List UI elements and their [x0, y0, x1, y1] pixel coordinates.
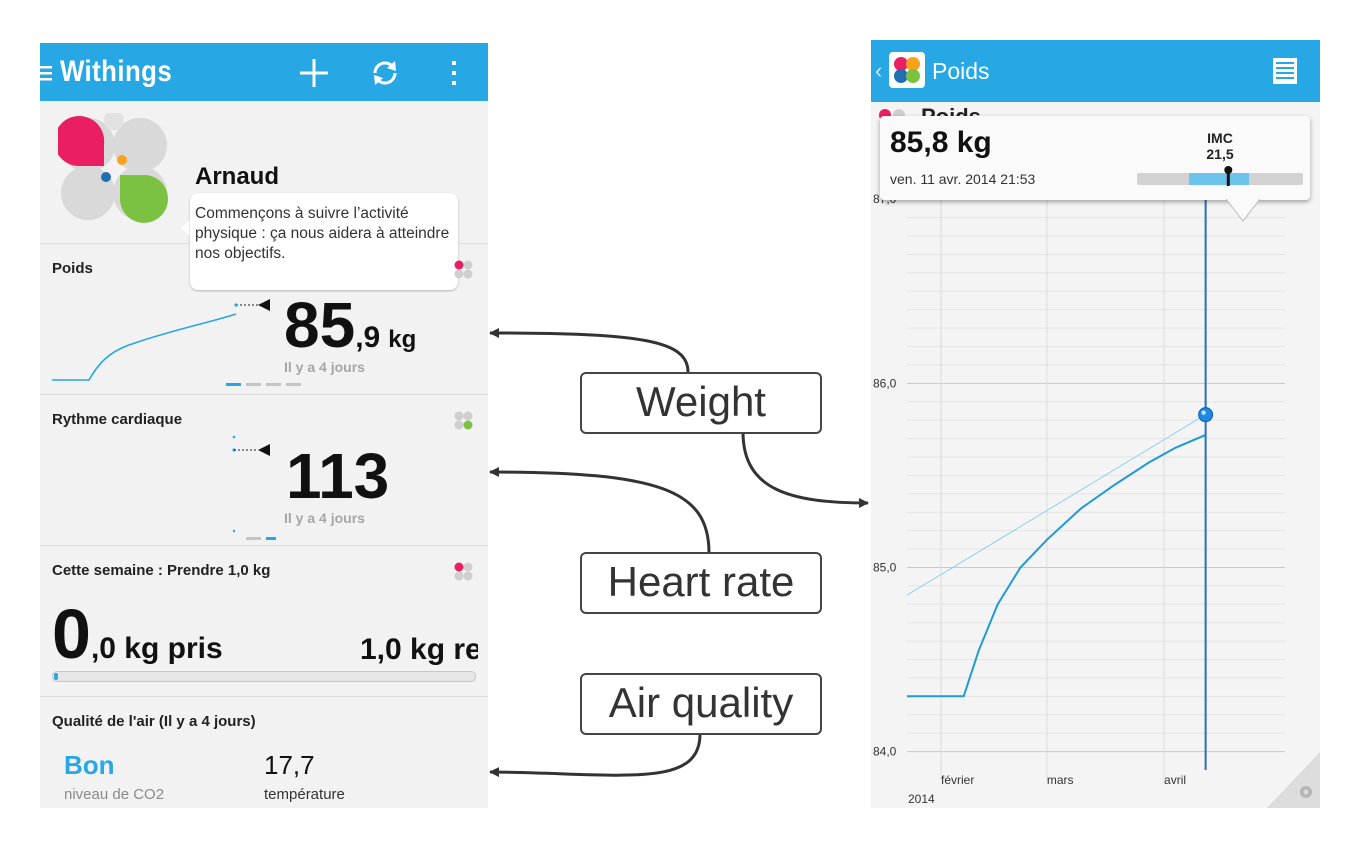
- selected-point-highlight: [1201, 410, 1206, 415]
- page-curl: [1267, 752, 1320, 808]
- tooltip-weight: 85,8 kg: [890, 126, 992, 159]
- card-title: Rythme cardiaque: [52, 411, 183, 428]
- air-quality-card[interactable]: Qualité de l'air (Il y a 4 jours): [40, 697, 488, 808]
- heart-rate-sparkline: [232, 435, 276, 540]
- imc-label: IMC: [1207, 130, 1233, 146]
- imc-marker-head: [1224, 166, 1233, 174]
- measurement-tooltip: 85,8 kg ven. 11 avr. 2014 21:53 IMC 21,5: [880, 116, 1310, 200]
- category-dots-icon: [454, 562, 473, 581]
- x-year-label: 2014: [908, 792, 935, 806]
- card-title: Poids: [52, 260, 93, 277]
- settings-gear-icon[interactable]: [1300, 786, 1312, 798]
- air-quality-callout: Air quality: [580, 673, 822, 735]
- list-view-icon[interactable]: [1273, 58, 1297, 84]
- weight-value: 85,9 kg: [284, 289, 417, 361]
- y-tick-label: 86,0: [873, 376, 897, 390]
- y-tick-label: 84,0: [873, 745, 897, 759]
- imc-value: 21,5: [1206, 146, 1234, 162]
- profile-section: Arnaud Commençons à suivre l’activité ph…: [40, 101, 488, 290]
- imc-gauge: [1137, 166, 1303, 186]
- card-title: Cette semaine : Prendre 1,0 kg: [52, 562, 271, 579]
- tooltip-pointer: [1226, 199, 1260, 222]
- menu-icon[interactable]: [40, 65, 52, 81]
- screen-title: Poids: [932, 58, 990, 84]
- weight-line: [907, 433, 1206, 698]
- weekly-goal-card[interactable]: Cette semaine : Prendre 1,0 kg 0,0 kg pr…: [40, 546, 488, 697]
- back-icon[interactable]: ‹: [875, 58, 883, 83]
- overflow-menu-icon[interactable]: [438, 57, 470, 89]
- weight-detail-screen: ‹ Poids 87,086,085,084,0févriermarsavril…: [871, 40, 1320, 808]
- x-tick-label: avril: [1164, 773, 1186, 787]
- weight-left-arrow: [489, 328, 690, 373]
- category-dots-icon: [454, 260, 473, 279]
- app-title: Withings: [60, 55, 173, 88]
- user-name: Arnaud: [195, 163, 279, 190]
- imc-marker: [1226, 168, 1230, 186]
- speech-bubble-tail: [181, 219, 191, 237]
- add-icon[interactable]: [298, 57, 330, 89]
- heart-rate-arrow: [489, 467, 711, 554]
- page-indicator: [226, 383, 301, 386]
- card-title: Qualité de l'air (Il y a 4 jours): [52, 713, 256, 730]
- selected-point[interactable]: [1198, 407, 1214, 423]
- avatar[interactable]: [58, 113, 170, 225]
- x-tick-label: février: [941, 773, 974, 787]
- heart-rate-card[interactable]: Rythme cardiaque 113 Il y a 4 jours: [40, 395, 488, 546]
- last-measure-time: Il y a 4 jours: [284, 359, 365, 375]
- withings-dashboard: Withings Arnaud Commençons à s: [40, 43, 488, 808]
- heart-rate-callout: Heart rate: [580, 552, 822, 614]
- air-quality-arrow: [489, 733, 702, 778]
- app-logo-icon[interactable]: [889, 52, 925, 88]
- refresh-icon[interactable]: [369, 57, 401, 89]
- weight-card[interactable]: Poids 85,9 kg Il y a 4 jours: [40, 244, 488, 395]
- coach-message: Commençons à suivre l’activité physique …: [195, 205, 450, 262]
- temperature-label: température: [264, 786, 345, 803]
- category-dots-icon: [454, 411, 473, 430]
- coach-message-bubble: [190, 193, 458, 290]
- app-bar: ‹ Poids: [871, 40, 1320, 102]
- trend-line: [906, 414, 1206, 596]
- y-tick-label: 85,0: [873, 560, 897, 574]
- co2-level-value: Bon: [64, 750, 115, 780]
- weight-gained: 0,0 kg pris: [52, 595, 223, 673]
- weight-remaining: 1,0 kg res: [360, 633, 478, 666]
- goal-progress-bar: [52, 671, 476, 682]
- temperature-value: 17,7: [264, 750, 315, 780]
- weight-right-arrow: [741, 431, 869, 508]
- weight-callout: Weight: [580, 372, 822, 434]
- x-tick-label: mars: [1047, 773, 1074, 787]
- app-bar: Withings: [40, 43, 488, 101]
- co2-level-label: niveau de CO2: [64, 786, 165, 803]
- goal-progress-fill: [54, 673, 59, 680]
- tooltip-date: ven. 11 avr. 2014 21:53: [890, 171, 1036, 187]
- heart-rate-value: 113: [286, 440, 390, 512]
- last-measure-time: Il y a 4 jours: [284, 510, 365, 526]
